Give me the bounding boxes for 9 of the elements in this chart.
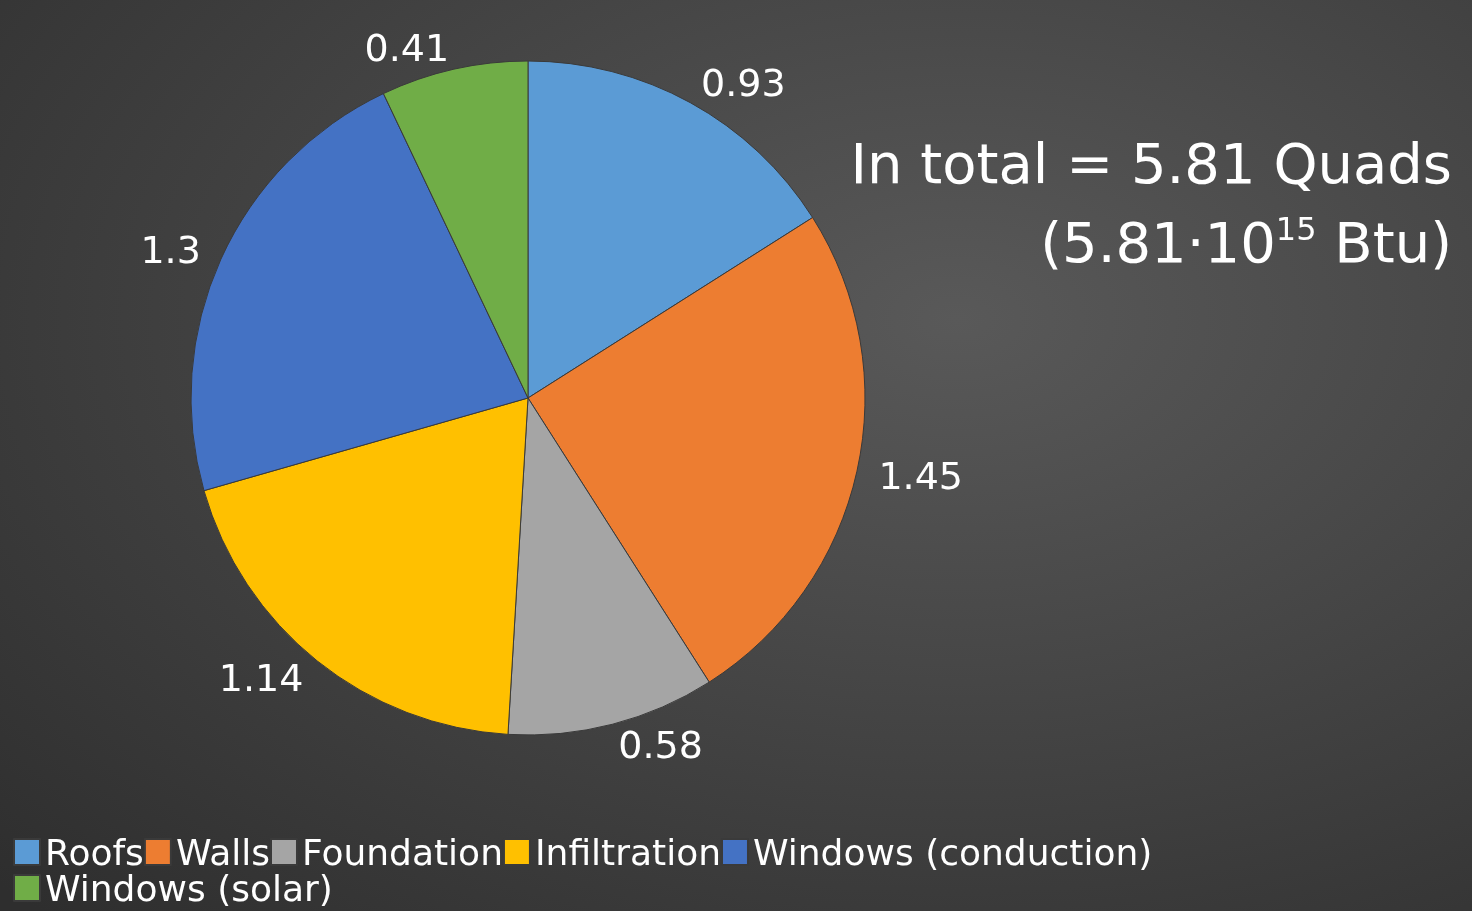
data-label: 1.45 bbox=[878, 453, 964, 498]
data-label: 1.14 bbox=[218, 656, 304, 701]
data-label: 1.3 bbox=[140, 228, 201, 273]
legend-label: Windows (conduction) bbox=[752, 831, 1153, 873]
text: In total = 5.81 Quads bbox=[850, 130, 1452, 196]
legend-label: Infiltration bbox=[534, 831, 721, 873]
data-label: 0.41 bbox=[364, 25, 450, 70]
data-label: 0.93 bbox=[701, 61, 786, 106]
data-label: 0.58 bbox=[618, 723, 703, 768]
